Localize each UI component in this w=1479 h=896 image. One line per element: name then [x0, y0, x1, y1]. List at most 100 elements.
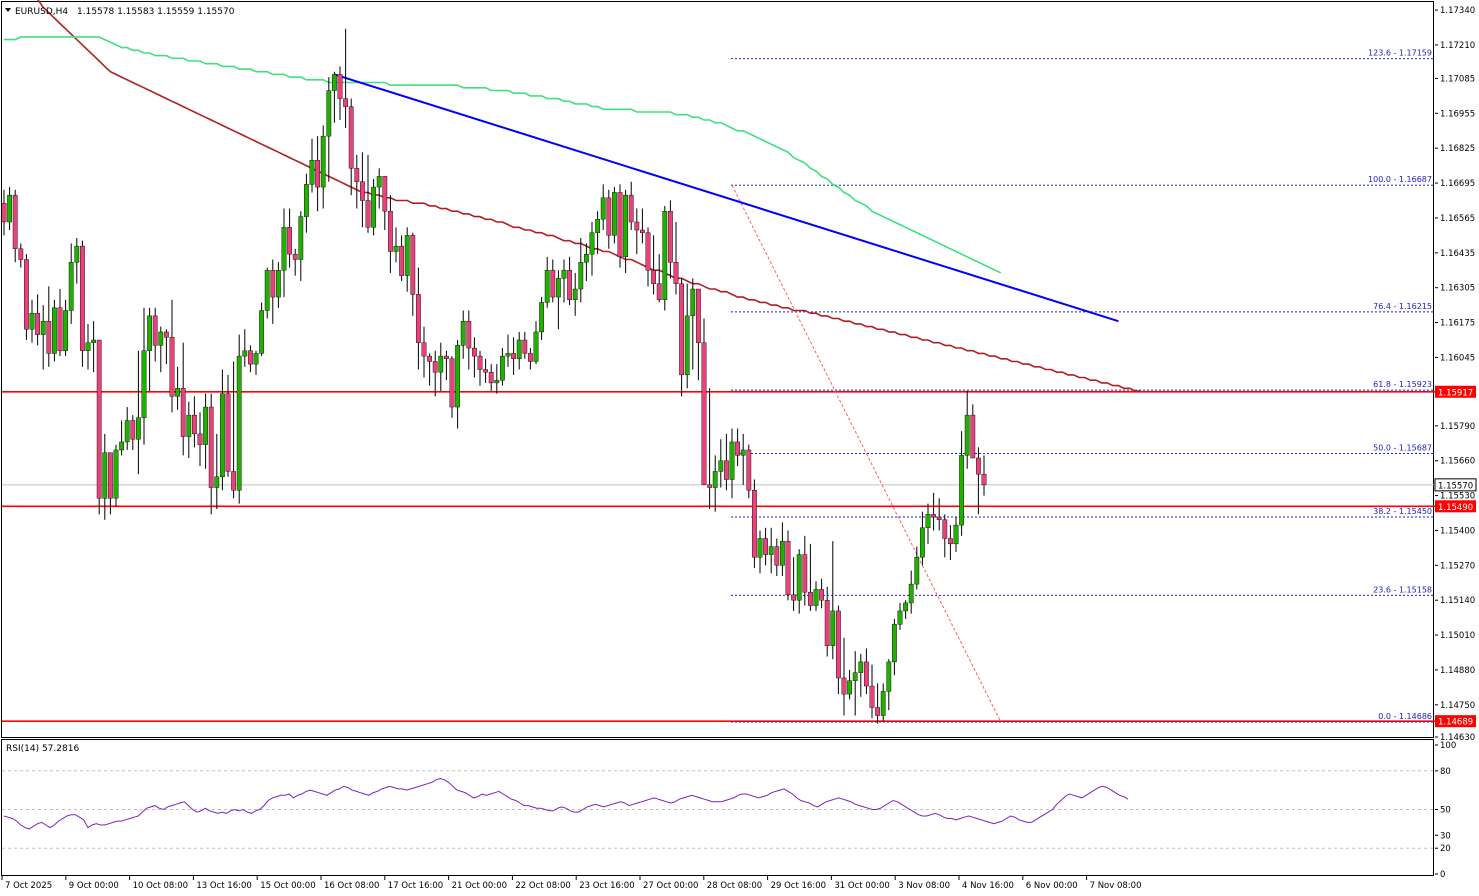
candle: [7, 187, 13, 231]
candle-body-bear: [180, 388, 186, 437]
level-price-tag: [1435, 715, 1476, 728]
fib-level-label: 61.8 - 1.15923: [1373, 380, 1432, 389]
candle-body-bear: [970, 414, 976, 459]
candle-body-bear: [483, 369, 488, 373]
candle: [360, 152, 365, 228]
price-tick-label: 1.16825: [1440, 144, 1475, 154]
candle: [623, 189, 629, 273]
time-tick-label: 21 Oct 00:00: [452, 881, 507, 891]
candle-body-bull: [393, 245, 399, 252]
candle-body-bull: [589, 232, 595, 255]
candle: [841, 637, 847, 716]
price-tick-label: 1.17340: [1440, 6, 1475, 16]
candle: [236, 334, 242, 504]
candle: [724, 433, 729, 491]
candle: [914, 546, 920, 590]
candle: [348, 98, 354, 196]
candle-body-bull: [533, 331, 539, 362]
candle: [567, 256, 573, 306]
candle: [247, 345, 253, 373]
current-price-text: 1.15570: [1438, 481, 1473, 491]
candle-body-bull: [516, 339, 522, 359]
candle: [746, 444, 752, 499]
candle-body-bull: [740, 449, 746, 456]
candle-body-bull: [332, 74, 337, 91]
candle: [12, 189, 18, 263]
candle: [673, 221, 679, 295]
time-tick-label: 10 Oct 08:00: [133, 881, 188, 891]
time-tick-label: 22 Oct 08:00: [515, 881, 570, 891]
time-tick-label: 16 Oct 08:00: [324, 881, 379, 891]
candle-body-bear: [152, 315, 158, 346]
candle: [976, 447, 981, 515]
level-price-text: 1.14689: [1438, 718, 1473, 728]
candle-body-bear: [774, 546, 780, 566]
price-tick-label: 1.16305: [1440, 284, 1475, 294]
fib-level-label: 100.0 - 1.16687: [1368, 175, 1432, 184]
candle-body-bear: [35, 312, 41, 335]
candle-body-bear: [79, 245, 85, 351]
candle-body-bull: [903, 602, 909, 612]
candle: [903, 600, 909, 619]
candle: [57, 289, 63, 357]
candle-body-bear: [550, 270, 556, 298]
candle: [942, 514, 948, 558]
candle-body-bull: [959, 455, 965, 526]
candle-body-bull: [259, 310, 264, 354]
candle: [197, 412, 203, 467]
candle-body-bear: [640, 229, 645, 233]
candle: [690, 278, 696, 370]
candle: [886, 659, 892, 711]
candle: [774, 538, 780, 577]
candle-body-bear: [427, 355, 432, 362]
candle-body-bear: [270, 270, 276, 298]
candle-body-bear: [942, 519, 948, 539]
symbol-label[interactable]: EURUSD,H4: [15, 7, 68, 17]
candle-body-bull: [925, 514, 931, 528]
symbol-dropdown-icon[interactable]: [5, 8, 11, 12]
candle: [365, 154, 371, 233]
candle: [847, 669, 853, 700]
rsi-tick-label: 50: [1440, 806, 1451, 816]
candle-body-bull: [953, 524, 959, 545]
candle-body-bear: [763, 538, 769, 555]
candle-body-bear: [107, 452, 113, 499]
candle-body-bull: [119, 441, 125, 451]
candle: [186, 401, 192, 459]
candle-body-bull: [964, 414, 970, 456]
candle-body-bear: [931, 514, 937, 518]
candle-body-bear: [472, 347, 477, 357]
candle: [270, 259, 276, 324]
price-tick-label: 1.15270: [1440, 561, 1475, 571]
candle: [550, 259, 556, 303]
candle: [662, 205, 668, 311]
candle: [320, 125, 326, 209]
price-tick-label: 1.14630: [1440, 733, 1475, 743]
price-axis: 1.17340 1.17210 1.17085 1.16955 1.16825 1.166…: [1435, 6, 1475, 743]
candle-body-bear: [18, 248, 24, 260]
candle-body-bull: [304, 184, 309, 217]
candle: [432, 350, 438, 397]
candle-body-bull: [214, 476, 220, 488]
candle: [701, 318, 707, 486]
candle-body-bull: [757, 538, 763, 558]
candle: [304, 173, 309, 233]
candle: [836, 605, 841, 695]
candle-body-bear: [567, 270, 573, 300]
candle: [259, 302, 264, 357]
candle: [768, 527, 774, 574]
candle-body-bull: [886, 661, 892, 692]
candle-body-bear: [981, 473, 987, 486]
candle: [107, 452, 113, 515]
candle: [74, 238, 80, 284]
candle: [460, 310, 466, 359]
candle-body-bear: [785, 540, 791, 596]
candle: [438, 342, 444, 391]
candle: [763, 527, 769, 566]
candle: [147, 307, 152, 391]
candle-body-bear: [656, 283, 662, 300]
rsi-tick-label: 100: [1440, 741, 1456, 751]
candle: [511, 337, 516, 375]
candle: [684, 283, 690, 389]
candle-body-bull: [690, 288, 696, 317]
